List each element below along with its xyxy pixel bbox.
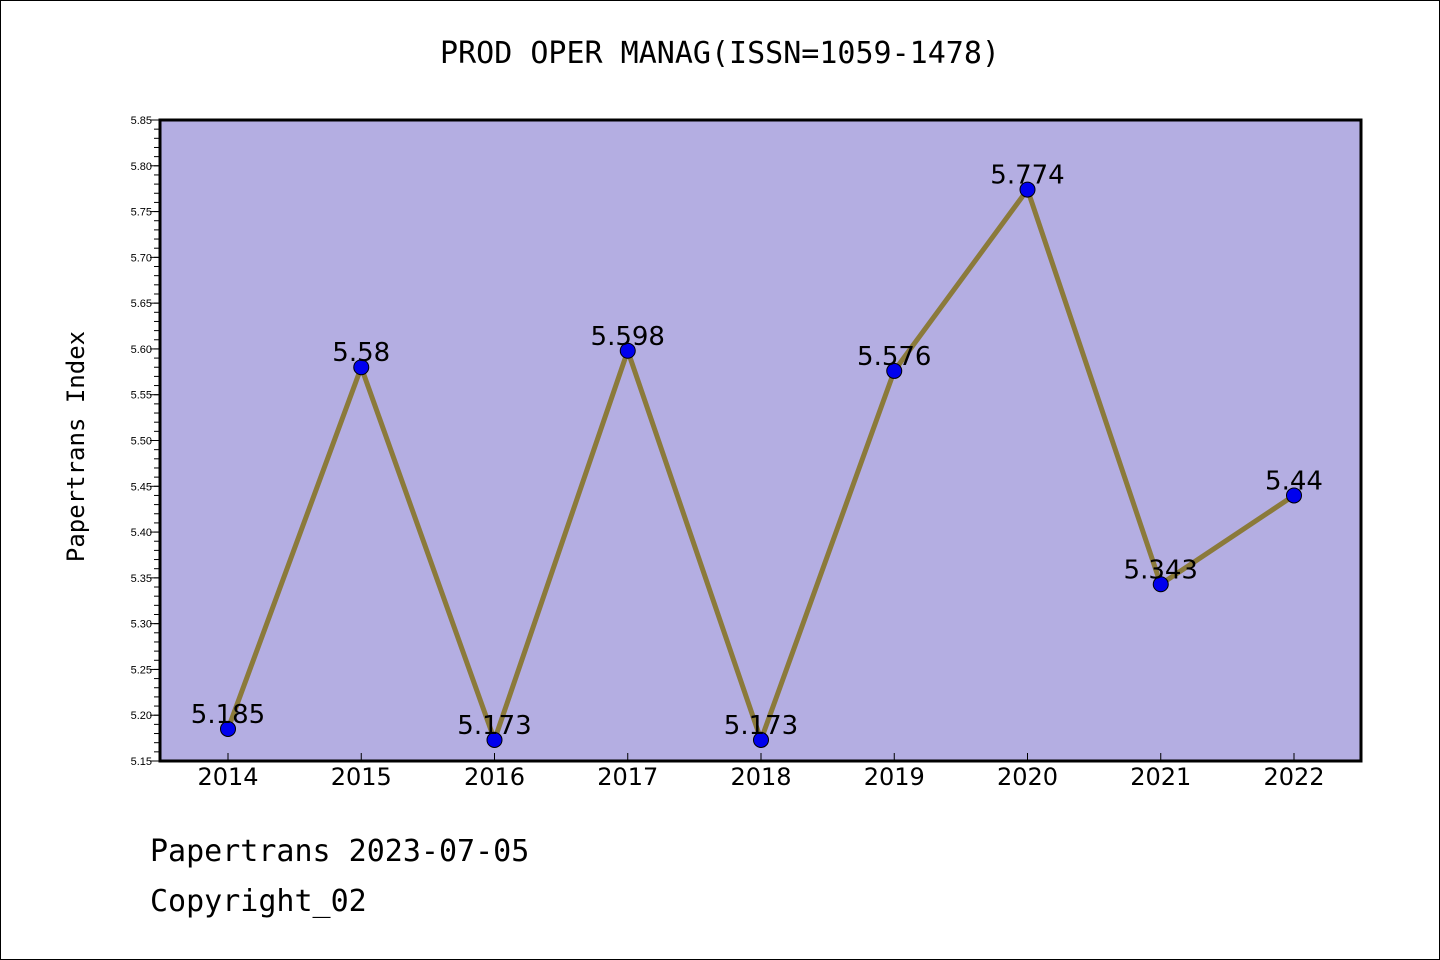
x-axis: 2014 2015 2016 2017 2018 2019 2020 2021 2022 xyxy=(197,753,1325,791)
y-tick-label: 5.70 xyxy=(131,252,152,264)
x-tick-label: 2016 xyxy=(464,763,525,791)
data-label: 5.576 xyxy=(857,342,931,372)
x-tick-label: 2019 xyxy=(864,763,925,791)
data-label: 5.598 xyxy=(591,322,665,352)
y-axis-label: Papertrans Index xyxy=(62,331,90,562)
y-tick-label: 5.40 xyxy=(131,527,152,539)
data-point xyxy=(753,731,769,748)
y-tick-label: 5.15 xyxy=(131,756,152,768)
y-tick-label: 5.80 xyxy=(131,161,152,173)
y-tick-label: 5.25 xyxy=(131,664,152,676)
y-tick-label: 5.65 xyxy=(131,298,152,310)
footer-copyright: Copyright_02 xyxy=(150,884,367,919)
data-point xyxy=(353,359,370,376)
y-tick-label: 5.50 xyxy=(131,436,152,448)
data-point xyxy=(486,731,503,748)
data-point xyxy=(220,720,236,737)
y-tick-label: 5.20 xyxy=(131,710,152,722)
y-tick-label: 5.30 xyxy=(131,619,152,631)
chart-title: PROD OPER MANAG(ISSN=1059-1478) xyxy=(440,36,1000,71)
x-tick-label: 2017 xyxy=(597,763,658,791)
data-point xyxy=(619,342,636,359)
data-point xyxy=(1286,487,1302,504)
y-tick-label: 5.45 xyxy=(131,481,152,493)
plot-area xyxy=(158,118,1363,763)
x-tick-label: 2022 xyxy=(1263,763,1324,791)
y-tick-label: 5.35 xyxy=(131,573,152,585)
data-label: 5.774 xyxy=(990,161,1064,191)
x-tick-label: 2014 xyxy=(197,763,258,791)
data-label: 5.173 xyxy=(457,711,531,741)
footer-date: Papertrans 2023-07-05 xyxy=(150,834,530,869)
y-tick-label: 5.55 xyxy=(131,390,152,402)
x-tick-label: 2020 xyxy=(997,763,1058,791)
x-tick-label: 2018 xyxy=(730,763,791,791)
data-point xyxy=(1019,181,1036,198)
data-label: 5.44 xyxy=(1265,466,1323,496)
x-tick-label: 2015 xyxy=(331,763,392,791)
y-axis: 5.15 5.20 5.25 5.30 5.35 5.40 5.45 5.50 5.55 5.60… xyxy=(131,115,160,768)
data-label: 5.58 xyxy=(332,338,390,368)
data-point xyxy=(1152,576,1169,593)
data-point xyxy=(886,362,903,379)
data-label: 5.173 xyxy=(724,711,798,741)
y-tick-label: 5.60 xyxy=(131,344,152,356)
y-tick-label: 5.75 xyxy=(131,207,152,219)
y-tick-label: 5.85 xyxy=(131,115,152,127)
data-label: 5.343 xyxy=(1124,555,1198,585)
x-tick-label: 2021 xyxy=(1130,763,1191,791)
data-label: 5.185 xyxy=(191,700,265,730)
data-points xyxy=(220,181,1302,748)
data-labels: 5.185 5.58 5.173 5.598 5.173 5.576 5.774 5.343 5… xyxy=(191,161,1323,741)
